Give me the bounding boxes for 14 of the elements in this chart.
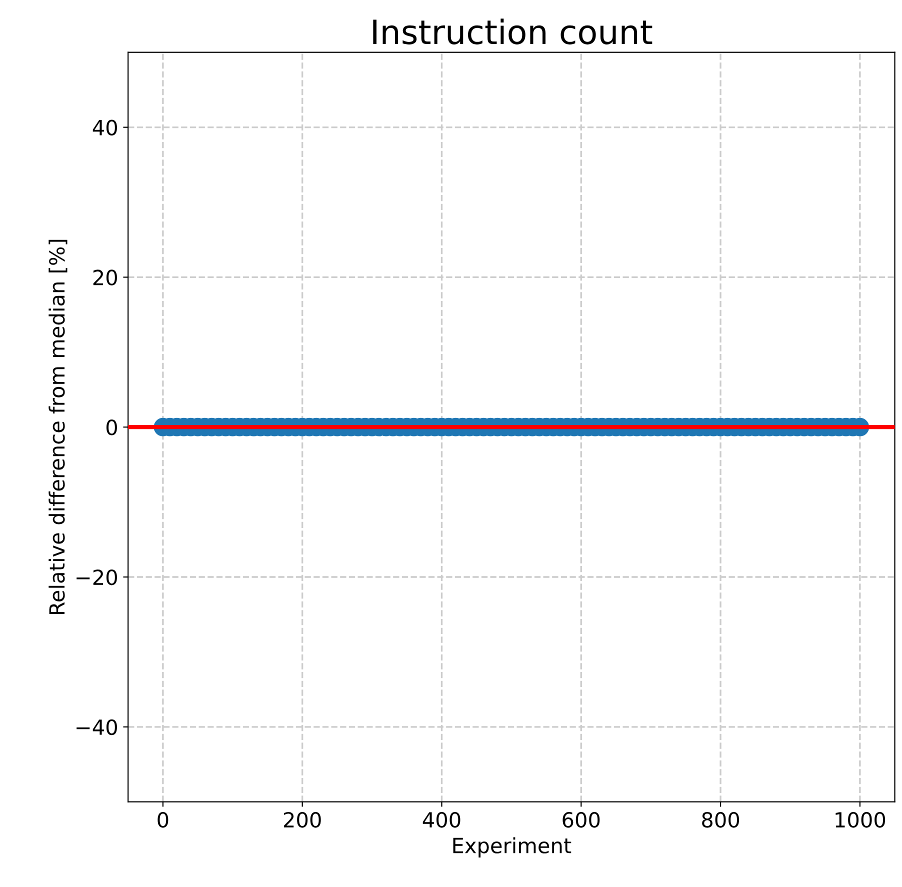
y-tick-label: −20 <box>76 569 117 586</box>
x-tick-label: 400 <box>422 812 460 828</box>
y-axis-title: Relative difference from median [%] <box>48 240 68 614</box>
y-tick-label: 0 <box>106 420 117 436</box>
x-tick-label: 200 <box>284 812 321 828</box>
x-tick-label: 800 <box>702 812 740 828</box>
y-tick-label: 20 <box>93 270 117 286</box>
y-tick-label: 40 <box>92 120 117 136</box>
x-tick-label: 0 <box>158 812 168 828</box>
x-tick-label: 1000 <box>836 812 886 828</box>
x-axis-title: Experiment <box>453 837 572 858</box>
chart-title: Instruction count <box>373 18 652 44</box>
y-tick-label: −40 <box>76 719 117 736</box>
x-tick-label: 600 <box>562 812 600 828</box>
